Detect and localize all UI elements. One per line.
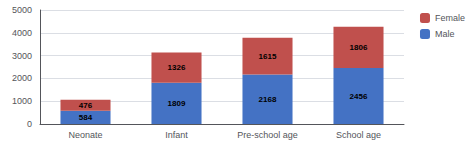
svg-text:Pre-school age: Pre-school age: [237, 130, 298, 140]
svg-text:1000: 1000: [12, 96, 32, 106]
svg-text:School age: School age: [336, 130, 381, 140]
svg-text:Female: Female: [435, 13, 465, 23]
svg-text:1326: 1326: [168, 63, 186, 72]
svg-text:1809: 1809: [168, 99, 186, 108]
svg-text:0: 0: [27, 119, 32, 129]
svg-text:Infant: Infant: [165, 130, 188, 140]
svg-text:Neonate: Neonate: [68, 130, 102, 140]
svg-text:2000: 2000: [12, 73, 32, 83]
svg-text:5000: 5000: [12, 5, 32, 15]
svg-text:2456: 2456: [350, 92, 368, 101]
svg-text:3000: 3000: [12, 51, 32, 61]
svg-text:2168: 2168: [259, 95, 277, 104]
svg-text:584: 584: [79, 113, 93, 122]
svg-text:1615: 1615: [259, 52, 277, 61]
svg-text:1806: 1806: [350, 43, 368, 52]
svg-text:Male: Male: [435, 29, 455, 39]
svg-text:476: 476: [79, 101, 93, 110]
svg-text:4000: 4000: [12, 28, 32, 38]
